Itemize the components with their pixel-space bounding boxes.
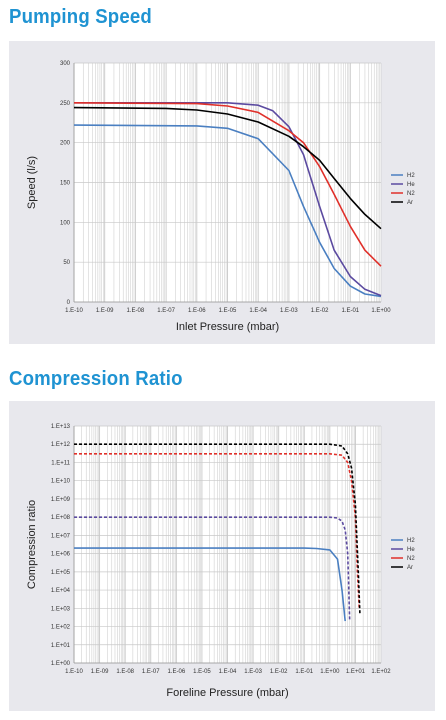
series-line-h2 xyxy=(73,124,382,298)
y-tick-label: 1.E+12 xyxy=(51,442,71,448)
pumping-speed-title: Pumping Speed xyxy=(9,6,152,28)
y-tick-label: 1.E+08 xyxy=(51,515,71,521)
series-line-n2 xyxy=(73,102,382,267)
x-tick-label: 1.E-09 xyxy=(91,669,109,675)
legend: H2 He N2 Ar xyxy=(391,173,415,206)
y-tick-label: 1.E+00 xyxy=(51,661,71,667)
x-tick-label: 1.E-06 xyxy=(167,669,185,675)
compression-ratio-title: Compression Ratio xyxy=(9,368,183,390)
x-tick-label: 1.E-05 xyxy=(193,669,211,675)
x-tick-label: 1.E-01 xyxy=(295,669,313,675)
legend-label: H2 xyxy=(407,173,415,179)
y-tick-label: 250 xyxy=(60,101,71,107)
x-tick-label: 1.E-02 xyxy=(270,669,288,675)
legend-label: He xyxy=(407,182,415,188)
series-line-he xyxy=(74,516,351,622)
legend-label: N2 xyxy=(407,556,415,562)
x-axis-label: Inlet Pressure (mbar) xyxy=(176,321,279,333)
compression-ratio-chart: 1.E-10 1.E-09 1.E-08 1.E-07 1.E-06 1.E-05 1.E-… xyxy=(26,424,415,699)
legend-label: Ar xyxy=(407,565,413,571)
y-tick-label: 1.E+11 xyxy=(51,460,70,466)
x-axis-label: Foreline Pressure (mbar) xyxy=(166,687,288,699)
x-tick-label: 1.E-03 xyxy=(280,308,298,314)
x-tick-label: 1.E-07 xyxy=(157,308,175,314)
y-tick-label: 1.E+07 xyxy=(51,533,71,539)
y-tick-label: 1.E+01 xyxy=(51,643,71,649)
y-tick-label: 0 xyxy=(67,300,71,306)
y-tick-label: 1.E+10 xyxy=(51,479,71,485)
x-tick-label: 1.E-04 xyxy=(249,308,267,314)
x-tick-label: 1.E+00 xyxy=(320,669,340,675)
x-tick-label: 1.E-02 xyxy=(311,308,329,314)
legend-label: Ar xyxy=(407,200,413,206)
x-tick-label: 1.E-04 xyxy=(219,669,237,675)
x-tick-label: 1.E-06 xyxy=(188,308,206,314)
y-axis-label: Compression ratio xyxy=(26,500,38,589)
x-tick-label: 1.E-05 xyxy=(219,308,237,314)
x-tick-label: 1.E-07 xyxy=(142,669,160,675)
y-tick-label: 50 xyxy=(63,260,70,266)
x-tick-label: 1.E+00 xyxy=(371,308,391,314)
series-line-ar xyxy=(73,106,382,230)
y-tick-label: 300 xyxy=(60,61,71,67)
compression-ratio-panel: 1.E-10 1.E-09 1.E-08 1.E-07 1.E-06 1.E-05 1.E-… xyxy=(9,401,435,711)
y-axis-label: Speed (l/s) xyxy=(26,156,38,209)
legend-label: H2 xyxy=(407,538,415,544)
legend-label: N2 xyxy=(407,191,415,197)
series-line-ar xyxy=(74,443,361,614)
legend-label: He xyxy=(407,547,415,553)
legend: H2 He N2 Ar xyxy=(391,538,415,571)
x-tick-label: 1.E-09 xyxy=(96,308,114,314)
x-tick-label: 1.E-10 xyxy=(65,308,83,314)
series-line-h2 xyxy=(74,547,346,622)
y-tick-label: 1.E+03 xyxy=(51,606,71,612)
x-tick-label: 1.E-03 xyxy=(244,669,262,675)
x-tick-label: 1.E-08 xyxy=(116,669,134,675)
y-tick-label: 1.E+02 xyxy=(51,625,71,631)
x-tick-label: 1.E+01 xyxy=(346,669,366,675)
y-tick-label: 150 xyxy=(60,181,71,187)
x-tick-label: 1.E-08 xyxy=(127,308,145,314)
series-line-n2 xyxy=(74,452,360,609)
y-tick-label: 1.E+05 xyxy=(51,570,71,576)
y-tick-label: 1.E+06 xyxy=(51,552,71,558)
y-tick-label: 100 xyxy=(60,220,71,226)
x-tick-label: 1.E-10 xyxy=(65,669,83,675)
pumping-speed-panel: 1.E-10 1.E-09 1.E-08 1.E-07 1.E-06 1.E-05 1.E-… xyxy=(9,41,435,344)
y-tick-label: 1.E+13 xyxy=(51,424,71,430)
pumping-speed-chart: 1.E-10 1.E-09 1.E-08 1.E-07 1.E-06 1.E-05 1.E-… xyxy=(26,61,415,333)
x-tick-label: 1.E-01 xyxy=(341,308,359,314)
x-tick-label: 1.E+02 xyxy=(371,669,391,675)
y-tick-label: 1.E+04 xyxy=(51,588,71,594)
grid-lines xyxy=(73,425,382,664)
y-tick-label: 200 xyxy=(60,141,71,147)
y-tick-label: 1.E+09 xyxy=(51,497,71,503)
